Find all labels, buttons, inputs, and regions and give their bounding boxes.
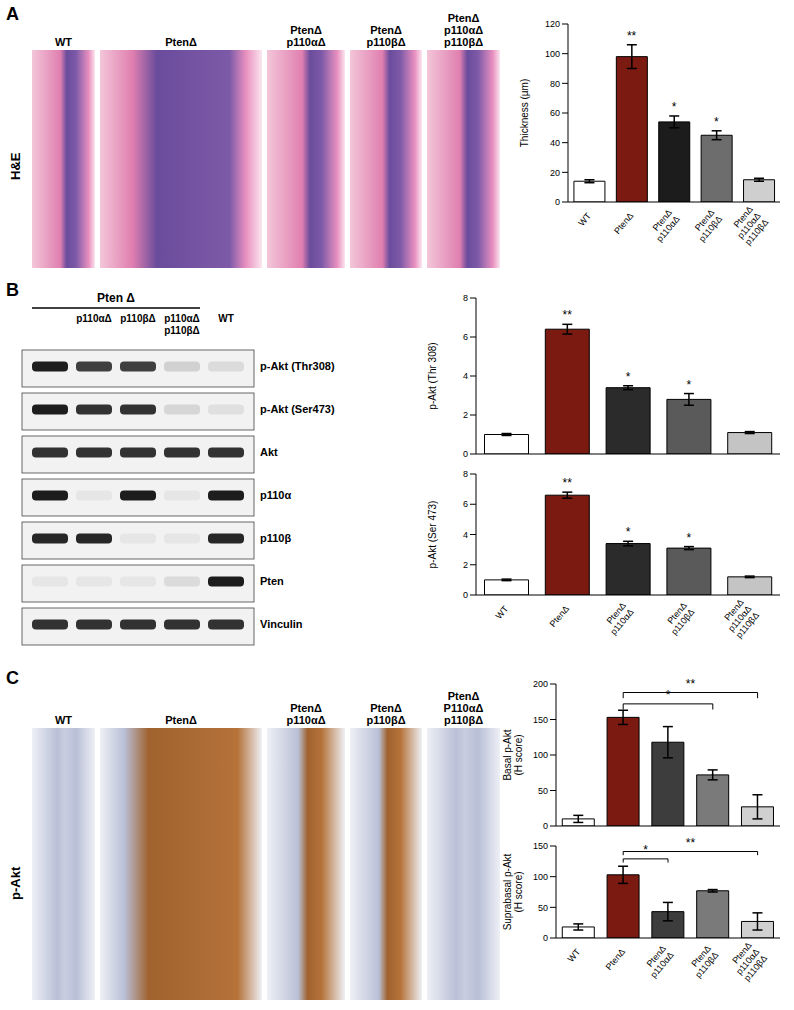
svg-text:WT: WT (566, 946, 583, 964)
svg-text:PtenΔp110βΔ: PtenΔp110βΔ (662, 601, 697, 637)
svg-text:PtenΔ: PtenΔ (604, 947, 627, 972)
svg-text:2: 2 (463, 560, 468, 570)
svg-text:p-Akt (Thr308): p-Akt (Thr308) (260, 360, 335, 372)
svg-text:0: 0 (555, 197, 560, 207)
svg-text:60: 60 (550, 108, 560, 118)
svg-text:PtenΔp110βΔ: PtenΔp110βΔ (686, 944, 721, 980)
svg-text:PtenΔp110αΔ: PtenΔp110αΔ (601, 601, 636, 637)
svg-text:Pten Δ: Pten Δ (97, 291, 135, 305)
svg-text:6: 6 (463, 332, 468, 342)
svg-text:p110αΔp110βΔ: p110αΔp110βΔ (164, 313, 200, 336)
svg-text:p-Akt (Thr 308): p-Akt (Thr 308) (427, 342, 438, 409)
svg-text:Pten: Pten (260, 575, 284, 587)
html-text:H&E: H&E (8, 152, 23, 180)
svg-text:20: 20 (550, 168, 560, 178)
svg-text:**: ** (563, 308, 573, 322)
html-text:PtenΔ: PtenΔ (290, 702, 322, 714)
svg-text:PtenΔp110αΔ: PtenΔp110αΔ (647, 208, 682, 244)
svg-text:6: 6 (463, 499, 468, 509)
svg-text:**: ** (627, 29, 637, 43)
svg-text:PtenΔp110βΔ: PtenΔp110βΔ (689, 208, 724, 244)
svg-text:50: 50 (538, 903, 548, 913)
html-text:WT: WT (54, 36, 72, 48)
svg-text:120: 120 (545, 19, 560, 29)
svg-text:*: * (626, 370, 631, 384)
html-text:B: B (6, 280, 19, 300)
svg-text:100: 100 (545, 49, 560, 59)
svg-text:WT: WT (576, 210, 593, 228)
svg-text:*: * (626, 525, 631, 539)
html-text:PtenΔ: PtenΔ (165, 36, 197, 48)
svg-text:*: * (714, 115, 719, 129)
svg-text:*: * (686, 531, 691, 545)
svg-text:**: ** (686, 677, 696, 691)
svg-text:150: 150 (533, 841, 548, 851)
html-text:p110αΔ: p110αΔ (286, 36, 326, 48)
svg-text:*: * (686, 378, 691, 392)
svg-text:p110β: p110β (260, 532, 291, 544)
html-text:PtenΔ: PtenΔ (447, 12, 480, 24)
svg-text:p-Akt (Ser 473): p-Akt (Ser 473) (427, 501, 438, 569)
html-text:WT: WT (54, 714, 72, 726)
svg-text:Basal p-Akt(H score): Basal p-Akt(H score) (502, 729, 524, 780)
html-text:p110βΔ: p110βΔ (444, 714, 483, 726)
svg-text:WT: WT (494, 603, 511, 621)
svg-text:8: 8 (463, 469, 468, 479)
svg-text:Vinculin: Vinculin (260, 618, 303, 630)
svg-text:100: 100 (533, 872, 548, 882)
html-text:P110αΔ: P110αΔ (443, 702, 484, 714)
svg-text:p-Akt (Ser473): p-Akt (Ser473) (260, 403, 335, 415)
svg-text:Akt: Akt (260, 446, 278, 458)
svg-text:8: 8 (463, 293, 468, 303)
svg-text:PtenΔp110αΔp110βΔ: PtenΔp110αΔp110βΔ (726, 940, 769, 983)
svg-text:0: 0 (543, 933, 548, 943)
html-text:p110βΔ: p110βΔ (444, 36, 483, 48)
svg-text:p110α: p110α (260, 489, 291, 501)
svg-text:p110αΔ: p110αΔ (76, 313, 112, 324)
html-text:PtenΔ: PtenΔ (290, 24, 322, 36)
svg-text:*: * (643, 843, 648, 857)
svg-text:PtenΔp110αΔp110βΔ: PtenΔp110αΔp110βΔ (718, 597, 761, 640)
svg-text:PtenΔp110αΔp110βΔ: PtenΔp110αΔp110βΔ (728, 204, 771, 247)
svg-text:**: ** (686, 836, 696, 850)
html-text:p110βΔ: p110βΔ (366, 36, 406, 48)
svg-text:**: ** (563, 476, 573, 490)
svg-text:40: 40 (550, 138, 560, 148)
html-text:A: A (6, 4, 19, 24)
html-text:p110αΔ: p110αΔ (286, 714, 326, 726)
html-text:p-Akt: p-Akt (8, 866, 23, 900)
svg-text:2: 2 (463, 410, 468, 420)
svg-text:100: 100 (533, 750, 548, 760)
svg-text:0: 0 (543, 821, 548, 831)
html-text:C: C (6, 668, 19, 688)
svg-text:0: 0 (463, 449, 468, 459)
svg-text:WT: WT (218, 313, 234, 324)
html-text:PtenΔ: PtenΔ (370, 24, 402, 36)
svg-text:4: 4 (463, 371, 468, 381)
svg-text:PtenΔp110αΔ: PtenΔp110αΔ (641, 944, 676, 980)
svg-text:Suprabasal p-Akt(H score): Suprabasal p-Akt(H score) (502, 853, 524, 930)
svg-text:Thickness (µm): Thickness (µm) (519, 79, 530, 148)
html-text:PtenΔ: PtenΔ (165, 714, 197, 726)
svg-text:PtenΔ: PtenΔ (548, 604, 571, 629)
html-text:PtenΔ: PtenΔ (370, 702, 402, 714)
html-text:p110βΔ: p110βΔ (366, 714, 406, 726)
svg-text:p110βΔ: p110βΔ (120, 313, 156, 324)
svg-text:80: 80 (550, 79, 560, 89)
html-text:PtenΔ: PtenΔ (447, 690, 480, 702)
svg-text:4: 4 (463, 530, 468, 540)
svg-text:PtenΔ: PtenΔ (612, 211, 635, 236)
svg-text:*: * (666, 688, 671, 702)
svg-text:50: 50 (538, 786, 548, 796)
html-text:p110αΔ: p110αΔ (443, 24, 484, 36)
svg-text:200: 200 (533, 679, 548, 689)
svg-text:*: * (672, 100, 677, 114)
svg-text:150: 150 (533, 715, 548, 725)
svg-text:0: 0 (463, 590, 468, 600)
